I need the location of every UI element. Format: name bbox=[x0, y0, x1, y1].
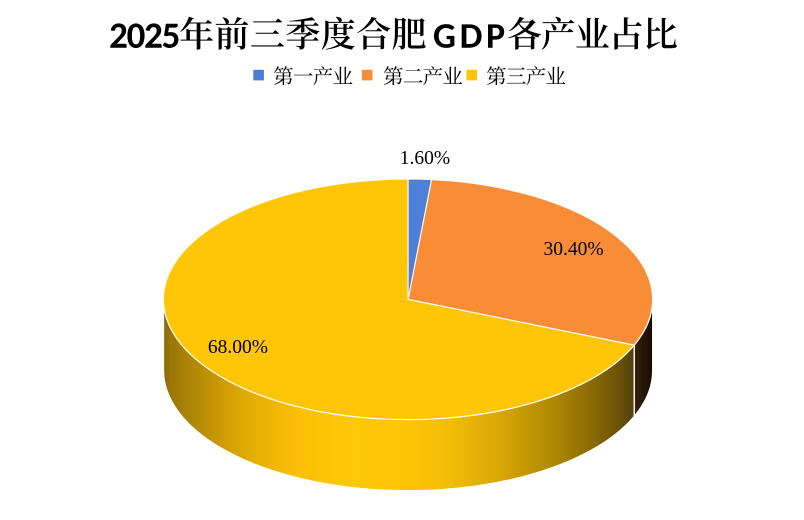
svg-text:1.60%: 1.60% bbox=[400, 148, 450, 169]
svg-text:68.00%: 68.00% bbox=[208, 337, 268, 358]
svg-text:30.40%: 30.40% bbox=[543, 239, 603, 260]
